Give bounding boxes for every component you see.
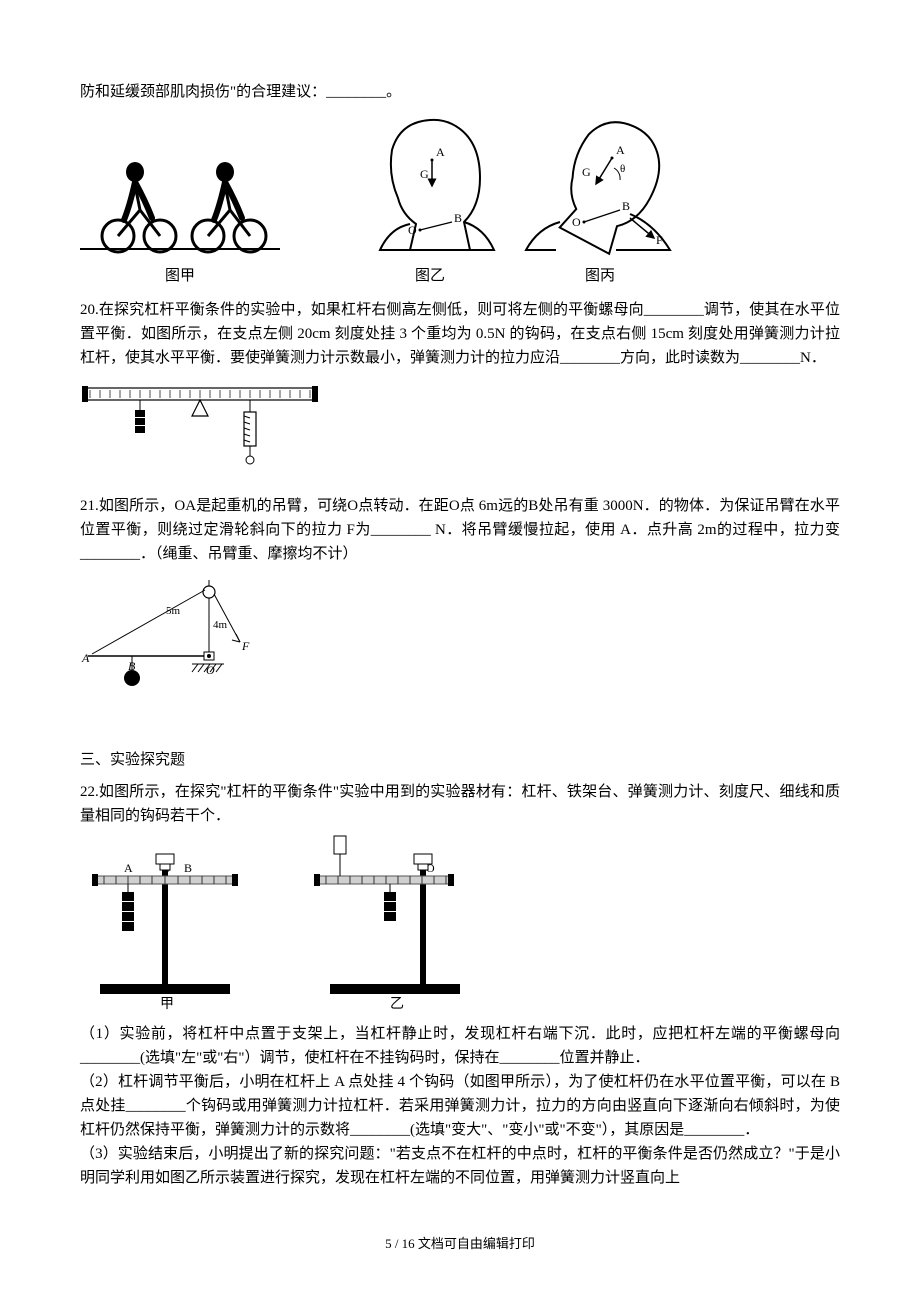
svg-text:乙: 乙: [390, 996, 404, 1012]
fig-jia-label: 图甲: [80, 264, 280, 288]
fig-jia-bikes: [80, 110, 280, 260]
svg-text:甲: 甲: [160, 997, 174, 1012]
svg-text:F: F: [241, 639, 250, 653]
svg-text:F: F: [656, 233, 663, 247]
svg-text:G: G: [420, 167, 429, 181]
q20-text: 20.在探究杠杆平衡条件的实验中，如果杠杆右侧高左侧低，则可将左侧的平衡螺母向_…: [80, 298, 840, 370]
svg-text:A: A: [616, 143, 625, 157]
fig-bing-head-tilt: A G θ O B F: [520, 110, 680, 260]
q22-p1: （1）实验前，将杠杆中点置于支架上，当杠杆静止时，发现杠杆右端下沉．此时，应把杠…: [80, 1022, 840, 1070]
svg-text:θ: θ: [620, 163, 625, 175]
svg-text:O: O: [408, 223, 417, 237]
svg-text:4m: 4m: [213, 619, 228, 631]
page-footer: 5 / 16 文档可自由编辑打印: [80, 1234, 840, 1255]
section3-title: 三、实验探究题: [80, 748, 840, 772]
q20-figure: [80, 376, 840, 486]
q19-fig1-col: 图甲: [80, 110, 280, 288]
svg-text:A: A: [81, 651, 90, 665]
q22-p3: （3）实验结束后，小明提出了新的探究问题："若支点不在杠杆的中点时，杠杆的平衡条…: [80, 1142, 840, 1190]
q22-intro: 22.如图所示，在探究"杠杆的平衡条件"实验中用到的实验器材有：杠杆、铁架台、弹…: [80, 780, 840, 828]
fig-yi-head-up: A G O B: [360, 110, 500, 260]
svg-text:B: B: [184, 861, 192, 875]
q19-tail: 防和延缓颈部肌肉损伤"的合理建议：________。: [80, 80, 840, 104]
fig-bing-label: 图丙: [520, 264, 680, 288]
q19-fig3-col: A G θ O B F 图丙: [520, 110, 680, 288]
q21-text: 21.如图所示，OA是起重机的吊臂，可绕O点转动．在距O点 6m远的B处吊有重 …: [80, 494, 840, 566]
fig-yi-label: 图乙: [360, 264, 500, 288]
svg-text:A: A: [436, 145, 445, 159]
svg-text:A: A: [124, 861, 133, 875]
svg-text:O: O: [572, 215, 581, 229]
svg-text:O: O: [206, 663, 215, 677]
q22-p2: （2）杠杆调节平衡后，小明在杠杆上 A 点处挂 4 个钩码（如图甲所示），为了使…: [80, 1070, 840, 1142]
q19-fig2-col: A G O B 图乙: [360, 110, 500, 288]
svg-text:G: G: [582, 165, 591, 179]
q21-figure: A B O F 4m 5m: [80, 572, 840, 692]
q19-figures-row: 图甲 A G O B 图乙 A G: [80, 110, 840, 288]
svg-text:B: B: [622, 199, 630, 213]
svg-text:5m: 5m: [166, 605, 181, 617]
q22-figures: A O B 甲: [80, 834, 840, 1014]
svg-text:B: B: [454, 211, 462, 225]
